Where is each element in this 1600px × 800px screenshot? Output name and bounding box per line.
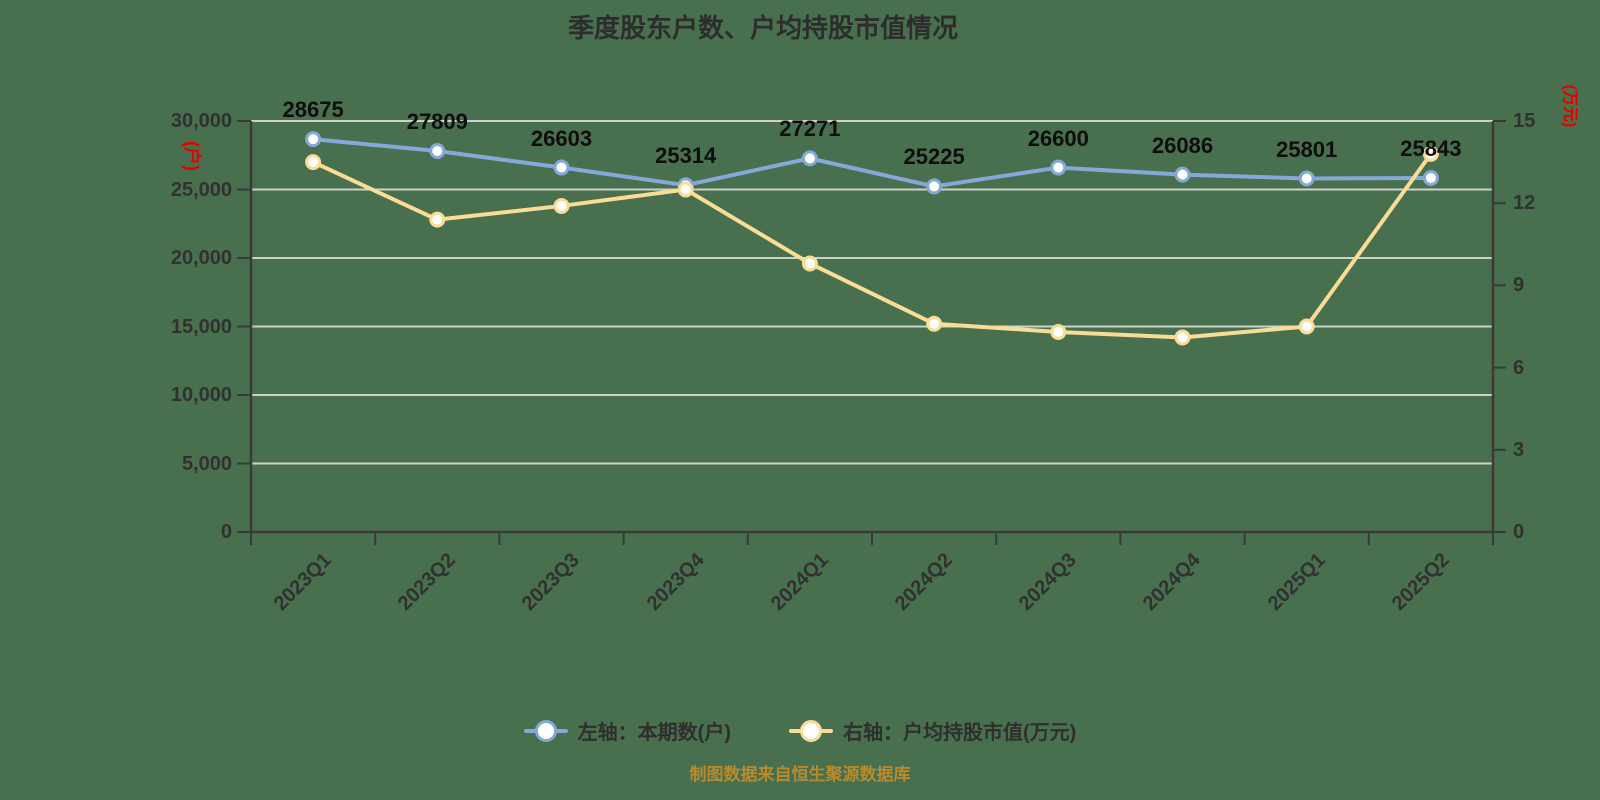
- y-axis-tick-left: 5,000: [181, 452, 232, 475]
- data-point-marker-left: [926, 178, 943, 195]
- data-point-marker-right: [677, 181, 694, 198]
- legend-marker-icon: [523, 719, 568, 743]
- series-data-label: 25314: [655, 143, 717, 169]
- series-data-label: 25843: [1400, 135, 1462, 161]
- y-axis-tick-left: 15,000: [170, 315, 232, 338]
- legend-dot: [800, 719, 822, 742]
- y-axis-tick-left: 20,000: [170, 247, 232, 269]
- data-point-marker-left: [1050, 159, 1067, 176]
- data-point-marker-right: [1050, 323, 1067, 340]
- data-point-marker-right: [553, 197, 570, 214]
- series-data-label: 25801: [1276, 136, 1338, 162]
- legend-item[interactable]: 右轴：户均持股市值(万元): [789, 716, 1076, 745]
- data-point-marker-left: [553, 159, 570, 176]
- y-axis-tick-left: 10,000: [170, 384, 232, 406]
- legend-item[interactable]: 左轴：本期数(户): [523, 716, 731, 745]
- legend-label: 左轴：本期数(户): [577, 722, 731, 744]
- y-axis-tick-right: 12: [1513, 192, 1536, 215]
- y-axis-tick-left: 25,000: [170, 178, 232, 201]
- y-axis-tick-right: 6: [1513, 356, 1525, 379]
- legend-dot: [534, 719, 557, 742]
- data-source-caption: 制图数据来自恒生聚源数据库: [689, 765, 911, 784]
- data-point-marker-right: [1422, 145, 1439, 162]
- series-data-label: 28675: [282, 97, 344, 123]
- series-data-label: 25225: [903, 144, 965, 170]
- data-point-marker-left: [1174, 166, 1191, 183]
- series-data-label: 26600: [1027, 125, 1089, 151]
- series-data-label: 27809: [406, 109, 468, 135]
- legend: 左轴：本期数(户) 右轴：户均持股市值(万元): [0, 716, 1600, 745]
- y-axis-tick-right: 3: [1513, 438, 1525, 461]
- data-point-marker-right: [801, 255, 818, 272]
- data-point-marker-right: [926, 315, 943, 332]
- y-axis-tick-right: 0: [1513, 521, 1525, 543]
- series-data-label: 27271: [779, 116, 841, 142]
- data-point-marker-right: [429, 211, 446, 228]
- y-axis-tick-left: 30,000: [170, 110, 232, 132]
- data-point-marker-left: [801, 150, 818, 167]
- legend-label: 右轴：户均持股市值(万元): [843, 722, 1077, 744]
- data-point-marker-left: [305, 131, 322, 148]
- series-data-label: 26086: [1151, 132, 1214, 158]
- data-point-marker-left: [429, 143, 446, 160]
- chart-title: 季度股东户数、户均持股市值情况: [567, 13, 959, 43]
- data-point-marker-right: [1298, 318, 1315, 335]
- data-point-marker-left: [1422, 169, 1439, 186]
- series-line-left: [311, 137, 1433, 189]
- legend-marker-icon: [789, 719, 833, 743]
- data-point-marker-left: [1298, 170, 1315, 187]
- y-axis-tick-left: 0: [220, 521, 232, 543]
- data-point-marker-right: [1174, 329, 1191, 346]
- y-axis-tick-right: 9: [1513, 274, 1525, 297]
- y-axis-tick-right: 15: [1513, 110, 1536, 132]
- data-point-marker-right: [305, 154, 322, 171]
- series-data-label: 26603: [530, 125, 593, 151]
- series-line-right: [311, 151, 1433, 340]
